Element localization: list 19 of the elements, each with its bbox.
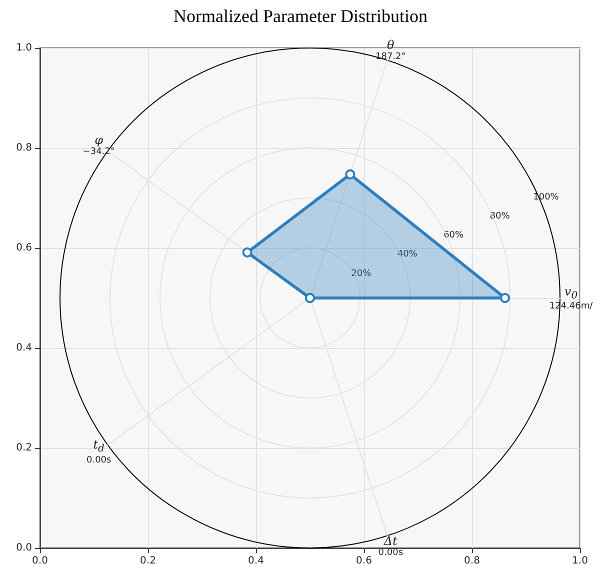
- x-tick-label: 0.6: [356, 556, 372, 566]
- y-tick-label: 0.4: [16, 342, 32, 354]
- spoke-label: Δt 0.00s: [378, 534, 404, 558]
- y-tick-label: 20%: [351, 268, 372, 279]
- y-tick-label: 60%: [444, 230, 464, 241]
- chart-title: Normalized Parameter Distribution: [174, 6, 428, 26]
- x-tick-label: 0.4: [248, 556, 264, 566]
- x-tick-label: 0.2: [140, 556, 156, 566]
- x-tick-label: 1.0: [572, 556, 588, 566]
- y-tick-label: 40%: [397, 250, 418, 260]
- y-tick-label: 80%: [490, 211, 510, 222]
- y-tick-label: 0.0: [16, 542, 32, 554]
- y-tick-label: 0.8: [16, 142, 32, 154]
- spoke-label: t$_{d}$ 0.00s: [86, 438, 112, 466]
- y-tick-label: 1.0: [16, 42, 32, 54]
- x-tick-label: 0.8: [464, 556, 480, 566]
- x-tick-label: 0.0: [32, 556, 48, 566]
- y-tick-label: 0.2: [16, 442, 32, 454]
- y-tick-label: 0.6: [16, 242, 32, 254]
